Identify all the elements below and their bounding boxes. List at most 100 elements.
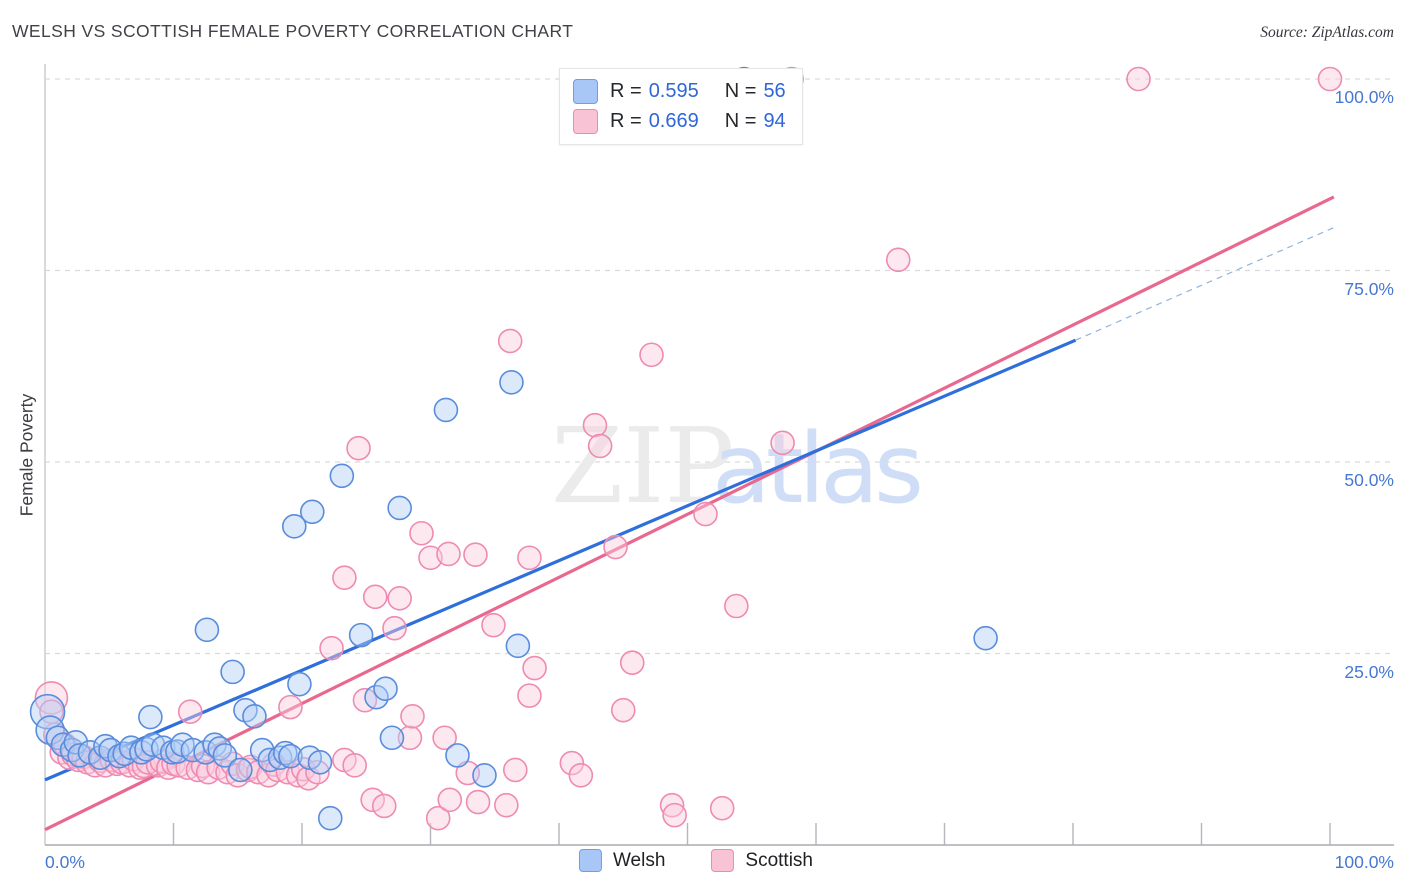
scottish-data-point (568, 762, 594, 788)
welsh-data-point (138, 704, 163, 730)
scottish-data-point (1126, 66, 1151, 92)
welsh-data-point (67, 743, 92, 768)
welsh-data-point (387, 495, 412, 521)
correlation-legend-box: R = 0.595 N = 56 R = 0.669 N = 94 (559, 68, 803, 145)
welsh-data-point (329, 463, 355, 489)
scottish-data-point (425, 805, 451, 831)
scottish-data-point (494, 792, 519, 818)
legend-item-label: Scottish (745, 849, 814, 871)
series-legend: Welsh Scottish (578, 849, 813, 872)
scottish-data-point (619, 650, 645, 675)
scottish-data-point (659, 792, 685, 818)
welsh-data-point (194, 617, 220, 643)
scottish-data-point (582, 412, 608, 438)
welsh-data-point (242, 704, 267, 729)
scottish-data-point (362, 584, 388, 610)
scottish-data-point (437, 787, 463, 813)
scottish-data-point (371, 793, 397, 819)
welsh-data-point (287, 671, 312, 697)
scottish-data-point (382, 615, 407, 641)
y-axis-tick-label: 100.0% (1334, 87, 1394, 107)
n-value-scottish: 94 (763, 110, 786, 132)
welsh-data-point (278, 743, 303, 769)
scottish-data-point (436, 541, 461, 567)
scottish-data-point (332, 565, 357, 590)
y-axis-tick-label: 75.0% (1344, 278, 1394, 299)
scottish-data-point (409, 520, 434, 546)
n-label: N = (724, 110, 757, 132)
scottish-data-point (1317, 66, 1343, 92)
scottish-data-point (278, 694, 303, 720)
scottish-data-point (342, 753, 367, 778)
welsh-data-point (212, 743, 238, 768)
scottish-data-point (639, 342, 664, 368)
y-axis-tick-label: 25.0% (1344, 661, 1394, 682)
n-label: N = (724, 80, 757, 102)
scottish-data-point (603, 534, 628, 560)
welsh-data-point (228, 757, 253, 783)
welsh-swatch-icon (573, 79, 598, 104)
scottish-data-point (770, 430, 795, 456)
scottish-data-point (465, 789, 491, 815)
welsh-data-point (307, 749, 333, 775)
legend-row-welsh: R = 0.595 N = 56 (573, 78, 786, 105)
scottish-data-point (397, 725, 423, 751)
welsh-data-point (499, 370, 524, 395)
scottish-trend-line (44, 195, 1335, 832)
n-value-welsh: 56 (763, 80, 786, 102)
scottish-data-point (885, 247, 911, 273)
r-value-scottish: 0.669 (648, 110, 699, 132)
welsh-trend-extension (1075, 227, 1335, 341)
r-value-welsh: 0.595 (648, 80, 699, 102)
welsh-data-point (281, 514, 307, 539)
x-axis-min-label: 0.0% (45, 852, 85, 872)
y-axis-tick-label: 50.0% (1344, 470, 1394, 490)
scottish-swatch-icon (711, 849, 735, 872)
x-axis-max-label: 100.0% (1334, 852, 1394, 872)
watermark-atlas: atlas (712, 413, 920, 525)
welsh-data-point (29, 693, 66, 730)
scottish-data-point (346, 435, 371, 461)
scottish-data-point (481, 612, 506, 638)
scottish-data-point (432, 725, 457, 751)
welsh-trend-line (44, 338, 1077, 782)
r-label: R = (610, 80, 642, 102)
scottish-data-point (559, 750, 585, 776)
scottish-data-point (463, 542, 488, 567)
scottish-data-point (522, 655, 547, 681)
scottish-data-point (724, 593, 749, 619)
scottish-data-point (503, 757, 528, 783)
welsh-data-point (445, 743, 470, 768)
scottish-data-point (418, 545, 443, 571)
welsh-data-point (348, 622, 374, 648)
scottish-data-point (610, 697, 636, 723)
source-link[interactable]: Source: ZipAtlas.com (1260, 24, 1394, 41)
welsh-data-point (505, 633, 531, 659)
r-label: R = (610, 110, 642, 132)
scottish-data-point (587, 433, 613, 459)
legend-item-welsh[interactable]: Welsh (578, 849, 665, 872)
page-title: WELSH VS SCOTTISH FEMALE POVERTY CORRELA… (12, 21, 574, 41)
scottish-data-point (400, 704, 425, 729)
scottish-data-point (34, 681, 69, 715)
scottish-swatch-icon (573, 109, 598, 134)
welsh-data-point (299, 499, 325, 525)
welsh-data-point (257, 747, 283, 773)
welsh-data-point (433, 397, 459, 423)
welsh-data-point (973, 625, 998, 651)
welsh-swatch-icon (578, 849, 602, 872)
legend-row-scottish: R = 0.669 N = 94 (573, 108, 786, 135)
welsh-data-point (220, 659, 245, 685)
scottish-data-point (387, 586, 412, 611)
scottish-data-point (319, 635, 344, 661)
scottish-data-point (360, 787, 385, 813)
welsh-data-point (472, 762, 497, 788)
welsh-data-point (317, 805, 343, 831)
scottish-data-point (662, 802, 687, 828)
legend-item-scottish[interactable]: Scottish (711, 849, 813, 872)
scottish-data-point (517, 545, 542, 571)
scottish-data-point (305, 759, 330, 785)
welsh-data-point (364, 684, 389, 710)
